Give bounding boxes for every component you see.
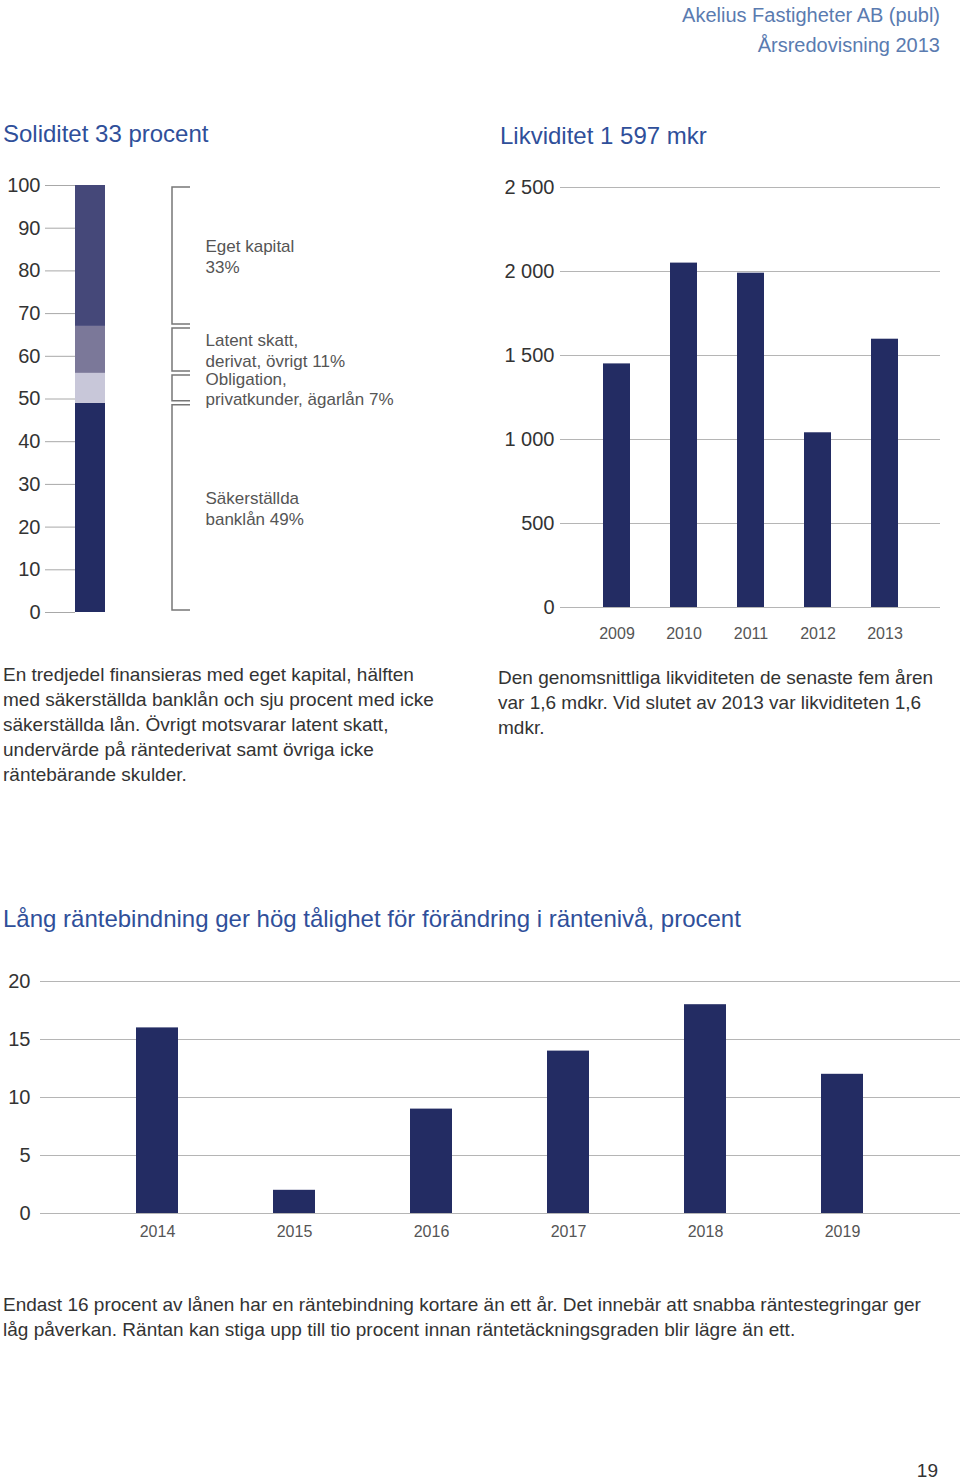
svg-text:Säkerställdabanklån 49%: Säkerställdabanklån 49% bbox=[206, 489, 304, 528]
html-text:En tredjedel finansieras med e: En tredjedel finansieras med eget kapita… bbox=[3, 664, 434, 785]
html-text:Lång räntebindning ger hög tål: Lång räntebindning ger hög tålighet för … bbox=[3, 905, 741, 932]
svg-text:100: 100 bbox=[7, 174, 40, 196]
svg-text:2013: 2013 bbox=[867, 625, 903, 642]
svg-text:2 000: 2 000 bbox=[504, 260, 554, 282]
svg-text:2009: 2009 bbox=[599, 625, 635, 642]
svg-text:30: 30 bbox=[18, 473, 40, 495]
svg-text:2011: 2011 bbox=[734, 625, 769, 642]
svg-text:2019: 2019 bbox=[825, 1223, 861, 1240]
svg-text:60: 60 bbox=[18, 345, 40, 367]
svg-text:2 500: 2 500 bbox=[504, 176, 554, 198]
svg-text:80: 80 bbox=[18, 259, 40, 281]
svg-text:2012: 2012 bbox=[800, 625, 836, 642]
svg-text:2018: 2018 bbox=[688, 1223, 724, 1240]
svg-text:10: 10 bbox=[8, 1086, 30, 1108]
html-text:Likviditet 1 597 mkr: Likviditet 1 597 mkr bbox=[500, 122, 707, 149]
svg-text:10: 10 bbox=[18, 558, 40, 580]
svg-text:2015: 2015 bbox=[277, 1223, 313, 1240]
html-text:Akelius Fastigheter AB (publ): Akelius Fastigheter AB (publ) bbox=[682, 4, 940, 26]
svg-text:0: 0 bbox=[19, 1202, 30, 1224]
svg-text:1 000: 1 000 bbox=[504, 428, 554, 450]
svg-text:2016: 2016 bbox=[414, 1223, 450, 1240]
svg-text:2010: 2010 bbox=[666, 625, 702, 642]
svg-text:15: 15 bbox=[8, 1028, 30, 1050]
svg-text:2014: 2014 bbox=[140, 1223, 176, 1240]
svg-text:0: 0 bbox=[29, 601, 40, 623]
svg-text:Obligation,privatkunder, ägarl: Obligation,privatkunder, ägarlån 7% bbox=[206, 370, 394, 409]
svg-text:20: 20 bbox=[8, 970, 30, 992]
svg-text:5: 5 bbox=[19, 1144, 30, 1166]
svg-text:20: 20 bbox=[18, 516, 40, 538]
svg-text:70: 70 bbox=[18, 302, 40, 324]
svg-text:2017: 2017 bbox=[551, 1223, 587, 1240]
svg-text:50: 50 bbox=[18, 387, 40, 409]
html-text:Årsredovisning 2013: Årsredovisning 2013 bbox=[757, 34, 940, 56]
svg-text:500: 500 bbox=[521, 512, 554, 534]
html-text:Den genomsnittliga likviditete: Den genomsnittliga likviditeten de senas… bbox=[498, 667, 934, 738]
svg-text:90: 90 bbox=[18, 217, 40, 239]
svg-text:40: 40 bbox=[18, 430, 40, 452]
svg-text:Eget kapital33%: Eget kapital33% bbox=[206, 237, 295, 276]
html-text:Soliditet 33 procent: Soliditet 33 procent bbox=[3, 120, 209, 147]
svg-text:0: 0 bbox=[543, 596, 554, 618]
html-text:Endast 16 procent av lånen har: Endast 16 procent av lånen har en ränteb… bbox=[3, 1294, 921, 1340]
svg-text:Latent skatt,derivat, övrigt 1: Latent skatt,derivat, övrigt 11% bbox=[206, 331, 346, 370]
svg-text:1 500: 1 500 bbox=[504, 344, 554, 366]
html-text:19: 19 bbox=[916, 1460, 938, 1481]
